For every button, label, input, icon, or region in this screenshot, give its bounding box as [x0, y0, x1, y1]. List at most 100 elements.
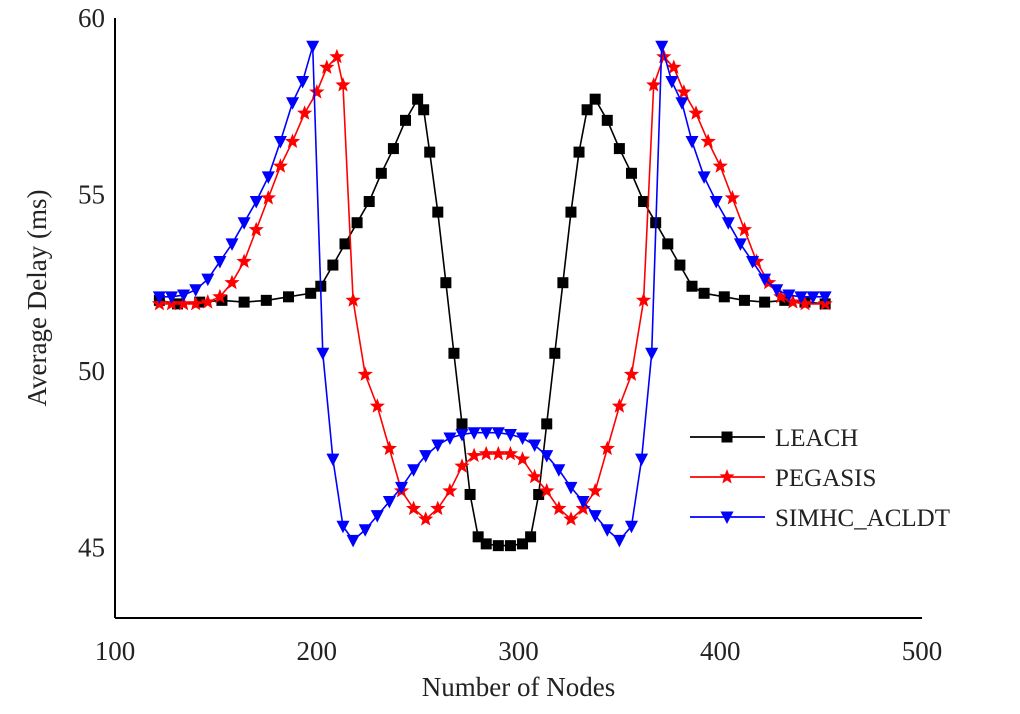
simhc-acldt-point: [503, 428, 517, 442]
leach-point: [601, 114, 613, 126]
pegasis-point: [319, 59, 335, 74]
pegasis-point: [712, 158, 728, 173]
pegasis-point: [260, 190, 276, 205]
pegasis-point: [236, 253, 252, 268]
simhc-acldt-point: [431, 439, 445, 453]
simhc-acldt-point: [665, 76, 679, 89]
simhc-acldt-point: [467, 427, 481, 440]
pegasis-point: [335, 77, 351, 92]
pegasis-point: [357, 366, 373, 381]
leach-point: [464, 488, 476, 500]
leach-point: [565, 206, 577, 218]
simhc-acldt-point: [358, 524, 372, 537]
simhc-acldt-point: [370, 510, 384, 523]
simhc-acldt-point: [237, 217, 251, 230]
y-tick-label: 55: [78, 179, 105, 209]
simhc-acldt-point: [818, 291, 832, 304]
chart-axes: [114, 18, 922, 619]
simhc-acldt-point: [576, 496, 590, 509]
y-tick-label: 60: [78, 3, 105, 33]
simhc-acldt-point: [152, 291, 166, 304]
pegasis-point: [442, 482, 458, 498]
y-axis-title: Average Delay (ms): [22, 190, 52, 407]
leach-point: [480, 538, 492, 550]
x-tick-label: 200: [297, 636, 338, 666]
simhc-acldt-point: [273, 136, 287, 149]
simhc-acldt-point: [249, 196, 263, 209]
leach-point: [432, 206, 444, 218]
series-leach: [153, 93, 831, 552]
pegasis-point: [188, 295, 204, 311]
leach-point: [283, 291, 295, 303]
simhc-acldt-point: [685, 136, 699, 149]
pegasis-point: [406, 500, 422, 516]
pegasis-point: [676, 84, 692, 99]
simhc-acldt-point: [600, 524, 614, 537]
pegasis-point: [284, 133, 301, 148]
y-tick-label: 45: [78, 532, 105, 562]
pegasis-point: [381, 440, 397, 456]
simhc-acldt-point: [455, 428, 469, 442]
leach-point: [375, 167, 387, 179]
legend-swatch-marker: [721, 431, 733, 443]
leach-point: [418, 104, 430, 116]
pegasis-point: [785, 294, 801, 309]
leach-point: [686, 280, 698, 292]
simhc-acldt-point: [588, 510, 602, 523]
leach-point: [424, 146, 436, 158]
leach-point: [779, 294, 791, 306]
leach-point: [238, 296, 250, 308]
simhc-acldt-point: [336, 520, 350, 534]
leach-point: [525, 531, 537, 543]
leach-point: [339, 238, 351, 250]
leach-point: [589, 93, 601, 105]
x-tick-label: 100: [95, 636, 136, 666]
pegasis-point: [623, 366, 640, 381]
simhc-acldt-point: [552, 464, 566, 477]
simhc-acldt-point: [564, 481, 578, 495]
simhc-acldt-point: [443, 432, 457, 445]
pegasis-point: [688, 105, 704, 120]
series-pegasis: [151, 48, 833, 526]
pegasis-point: [527, 468, 543, 484]
pegasis-point: [309, 84, 325, 99]
legend-item-leach: LEACH: [690, 425, 858, 452]
series-simhc-acldt: [152, 40, 832, 548]
leach-point: [674, 259, 686, 271]
pegasis-point: [736, 221, 753, 237]
leach-point: [351, 217, 363, 229]
simhc-acldt-point: [612, 534, 626, 548]
leach-point: [504, 540, 516, 552]
simhc-acldt-point: [326, 453, 340, 467]
pegasis-point: [539, 482, 555, 498]
pegasis-point: [724, 190, 740, 205]
legend-swatch-marker: [720, 511, 734, 524]
simhc-acldt-point: [164, 291, 178, 304]
leach-point: [440, 277, 452, 289]
simhc-acldt-point: [296, 76, 310, 89]
simhc-acldt-point: [782, 289, 796, 303]
legend-item-simhc-acldt: SIMHC_ACLDT: [690, 505, 950, 532]
x-axis-title: Number of Nodes: [422, 672, 615, 702]
leach-point: [738, 294, 750, 306]
pegasis-point: [773, 288, 789, 304]
pegasis-point: [502, 445, 518, 461]
simhc-acldt-point: [213, 256, 227, 269]
leach-point: [387, 143, 399, 155]
simhc-acldt-point: [675, 97, 689, 110]
pegasis-point: [345, 292, 361, 307]
simhc-acldt-point: [655, 40, 669, 54]
pegasis-point: [636, 292, 652, 307]
y-tick-label: 50: [78, 356, 105, 386]
simhc-acldt-point: [528, 439, 542, 453]
leach-point: [573, 146, 585, 158]
pegasis-point: [454, 458, 470, 473]
simhc-acldt-point: [479, 427, 493, 440]
simhc-acldt-point: [635, 453, 649, 467]
simhc-acldt-point: [770, 284, 784, 297]
leach-point: [472, 531, 484, 543]
chart-legend: LEACH PEGASIS SIMHC_ACLDT: [690, 425, 950, 532]
leach-point: [260, 294, 272, 306]
simhc-acldt-point: [225, 238, 239, 251]
simhc-acldt-point: [540, 450, 554, 463]
